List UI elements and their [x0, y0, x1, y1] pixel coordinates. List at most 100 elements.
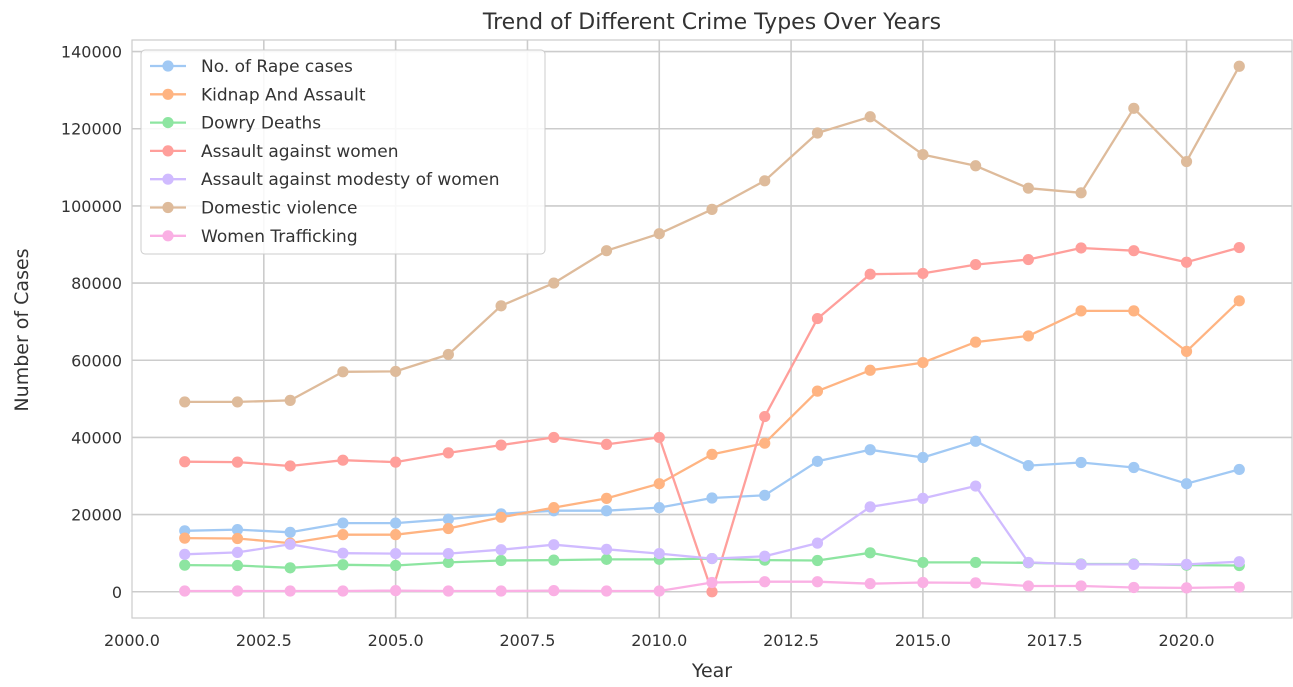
legend-item: No. of Rape cases [150, 57, 353, 77]
legend-item: Dowry Deaths [150, 114, 321, 134]
data-point [1022, 330, 1034, 342]
grid [132, 40, 1292, 618]
data-point [390, 529, 402, 541]
data-point [759, 437, 771, 449]
data-point [548, 431, 560, 444]
data-point [864, 578, 876, 590]
data-point [284, 460, 296, 472]
data-point [390, 559, 402, 572]
data-point [495, 511, 507, 523]
data-point [337, 454, 349, 466]
data-point [706, 552, 718, 565]
data-point [1180, 345, 1193, 357]
series-7 [179, 576, 1245, 597]
data-point [548, 539, 560, 551]
legend-item: Assault against women [150, 142, 398, 162]
data-point [811, 455, 824, 467]
legend-label: Dowry Deaths [201, 114, 321, 134]
data-point [1180, 155, 1193, 168]
data-point [284, 538, 296, 550]
legend-marker [162, 117, 174, 129]
data-point [811, 576, 824, 588]
series-5 [179, 480, 1245, 570]
data-point [231, 396, 244, 408]
legend-label: No. of Rape cases [201, 57, 353, 77]
legend-marker [162, 173, 174, 185]
data-point [442, 522, 454, 535]
legend: No. of Rape cases Kidnap And Assault Dowry… [140, 49, 546, 255]
data-point [917, 356, 929, 369]
data-point [390, 456, 402, 468]
legend-marker [162, 145, 174, 157]
data-point [442, 547, 454, 560]
data-point [179, 456, 191, 468]
data-point [653, 502, 665, 514]
data-point [390, 585, 402, 597]
data-point [811, 385, 824, 397]
data-point [1128, 245, 1140, 257]
data-point [442, 447, 454, 459]
data-point [337, 366, 349, 378]
data-point [231, 524, 244, 536]
data-point [706, 203, 718, 215]
data-point [917, 556, 929, 569]
data-point [337, 585, 349, 597]
data-point [1075, 580, 1087, 592]
data-point [231, 456, 244, 468]
data-point [179, 396, 191, 408]
data-point [1075, 187, 1087, 199]
chart-title: Trend of Different Crime Types Over Year… [482, 10, 941, 35]
data-point [653, 585, 665, 597]
data-point [231, 559, 244, 572]
y-tick-label: 120000 [61, 120, 122, 139]
legend-item: Domestic violence [150, 199, 357, 219]
data-point [390, 517, 402, 529]
series-2 [179, 295, 1245, 549]
data-point [1128, 305, 1140, 317]
data-point [390, 547, 402, 560]
data-point [337, 517, 349, 529]
legend-label: Domestic violence [201, 199, 357, 219]
data-point [970, 577, 982, 589]
data-point [231, 546, 244, 559]
y-axis-ticks: 0 20000 40000 60000 80000 100000 120000 140000 [61, 43, 122, 602]
y-tick-label: 0 [112, 583, 122, 602]
x-axis-label: Year [691, 660, 732, 682]
data-point [495, 554, 507, 567]
data-point [917, 451, 929, 464]
data-point [495, 300, 507, 312]
data-point [864, 111, 876, 123]
data-point [1180, 256, 1193, 268]
legend-marker [162, 201, 174, 214]
data-point [1128, 461, 1140, 474]
data-point [231, 532, 244, 545]
data-point [1075, 305, 1087, 317]
legend-item: Women Trafficking [150, 227, 358, 247]
data-point [390, 365, 402, 378]
data-point [1128, 102, 1140, 114]
data-point [1180, 582, 1193, 594]
data-point [442, 513, 454, 525]
data-point [706, 586, 718, 598]
data-point [337, 559, 349, 571]
y-tick-label: 100000 [61, 197, 122, 216]
x-tick-label: 2010.0 [631, 631, 687, 650]
data-point [864, 547, 876, 559]
data-point [600, 543, 613, 555]
data-point [653, 228, 665, 240]
data-point [1233, 60, 1245, 72]
data-point [811, 127, 824, 139]
data-point [706, 448, 718, 461]
x-tick-label: 2017.5 [1027, 631, 1083, 650]
data-point [284, 562, 296, 574]
y-axis-label: Number of Cases [11, 248, 33, 411]
data-point [600, 585, 613, 597]
y-tick-label: 140000 [61, 43, 122, 62]
x-tick-label: 2015.0 [895, 631, 951, 650]
data-point [600, 245, 613, 257]
legend-marker [162, 60, 174, 72]
legend-label: Kidnap And Assault [201, 85, 366, 105]
data-point [864, 501, 876, 513]
data-point [548, 502, 560, 514]
